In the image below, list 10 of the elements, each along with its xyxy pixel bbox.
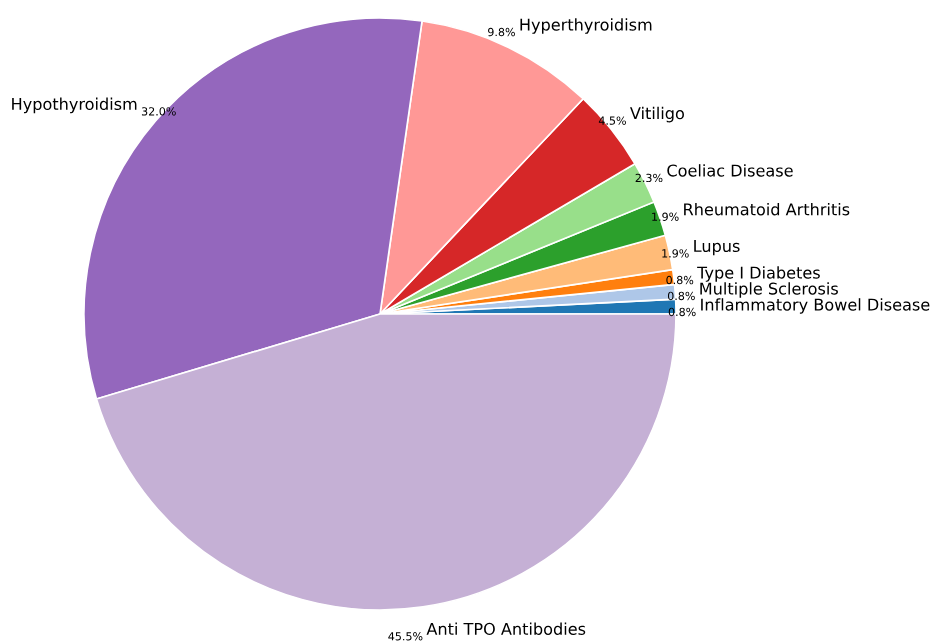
slice-label: Anti TPO Antibodies: [426, 622, 586, 635]
slice-label: Vitiligo: [630, 106, 684, 123]
slice-label: Multiple Sclerosis: [700, 282, 838, 298]
slice-label: Hyperthyroidism: [520, 18, 652, 34]
slice-label: Rheumatoid Arthritis: [684, 202, 850, 216]
slice-label: Lupus: [694, 240, 740, 256]
slice-label: Coeliac Disease: [667, 164, 793, 177]
slice-label: Hypothyroidism: [12, 97, 137, 114]
slice-label: Inflammatory Bowel Disease: [701, 298, 930, 314]
slice-label: Type I Diabetes: [697, 266, 820, 282]
